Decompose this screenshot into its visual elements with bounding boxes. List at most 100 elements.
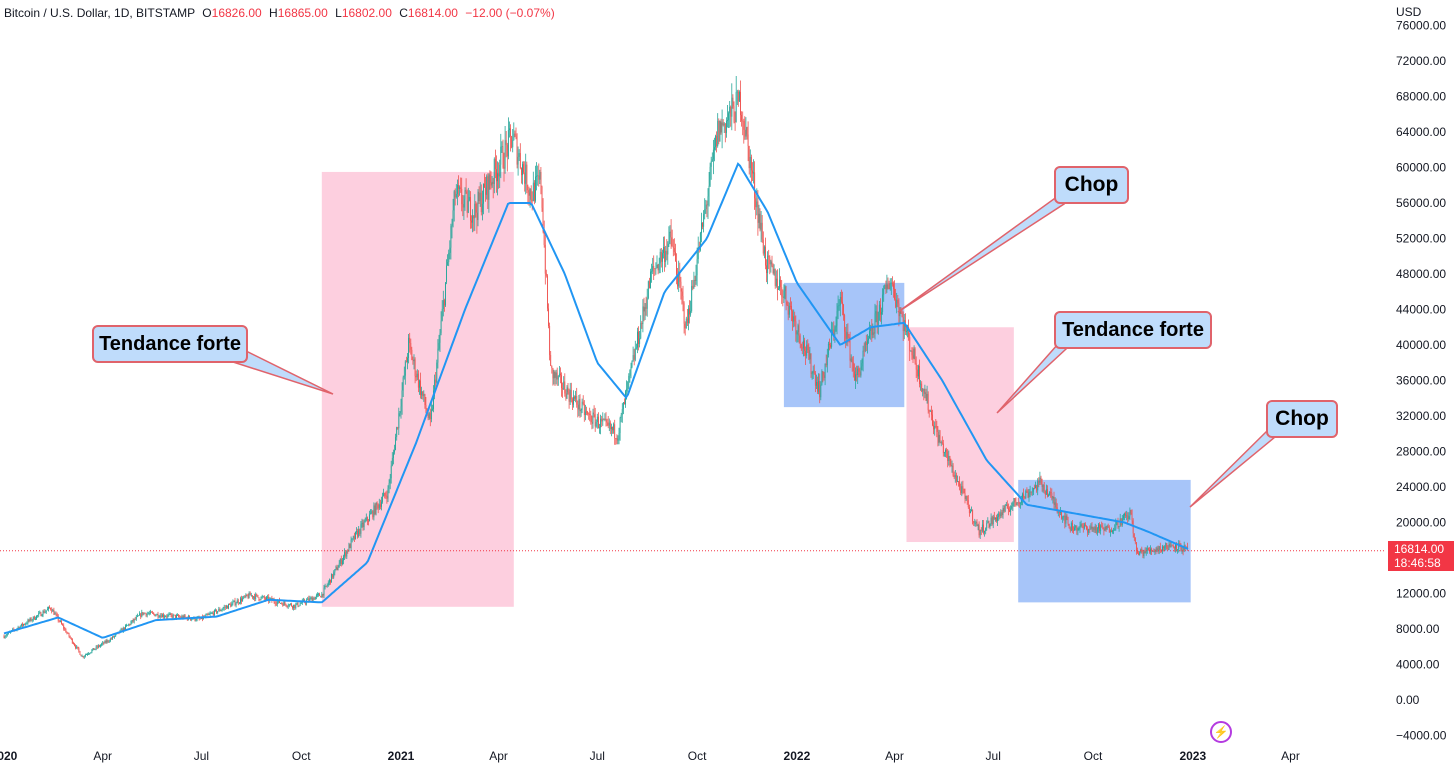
candle-body [1144, 551, 1146, 554]
candle-body [243, 596, 245, 599]
candle-body [477, 191, 479, 220]
candle-body [297, 602, 299, 607]
candle-body [1066, 515, 1068, 520]
candle-body [219, 609, 221, 611]
candle-body [948, 456, 950, 461]
x-tick-label: Jul [986, 749, 1001, 763]
candle-body [573, 396, 574, 405]
candle-body [966, 496, 968, 501]
candle-body [675, 251, 676, 262]
candle-body [865, 342, 867, 345]
candle-body [635, 347, 637, 349]
candle-body [207, 614, 209, 615]
candle-body [720, 121, 722, 133]
candle-body [184, 615, 186, 618]
lightning-icon[interactable]: ⚡ [1210, 721, 1232, 743]
candle-body [121, 629, 123, 632]
candle-body [900, 311, 902, 314]
candle-body [1025, 490, 1027, 498]
candle-body [750, 157, 752, 171]
candle-body [148, 613, 150, 614]
candle-body [351, 538, 353, 540]
candle-body [288, 604, 290, 606]
candle-body [554, 371, 556, 378]
candle-body [805, 351, 806, 356]
candle-body [616, 438, 618, 441]
candle-body [1041, 479, 1043, 487]
candle-body [492, 181, 494, 184]
candle-body [1132, 520, 1134, 534]
y-tick-label: 48000.00 [1396, 267, 1446, 281]
candle-body [97, 645, 99, 648]
candle-body [693, 280, 695, 289]
candle-body [643, 306, 645, 312]
candle-body [808, 350, 810, 360]
annotation-trend-1[interactable]: Tendance forte [92, 325, 248, 363]
candle-body [1018, 502, 1020, 504]
candle-body [299, 603, 301, 606]
candle-body [308, 598, 310, 601]
candle-body [368, 520, 369, 522]
candle-body [907, 329, 908, 332]
callout-pointer-2 [897, 194, 1066, 313]
candle-body [130, 622, 132, 625]
candle-body [513, 133, 515, 140]
candle-body [1168, 543, 1170, 550]
candle-body [1130, 509, 1132, 514]
candle-body [263, 596, 265, 599]
candle-body [211, 612, 213, 614]
candle-body [646, 298, 648, 309]
candle-body [270, 598, 272, 599]
candle-body [212, 612, 214, 616]
candle-body [719, 121, 721, 142]
candle-body [1021, 500, 1022, 503]
x-tick-label: Apr [93, 749, 112, 763]
candle-body [61, 621, 62, 624]
y-tick-label: 4000.00 [1396, 658, 1440, 672]
candle-body [493, 158, 495, 184]
candle-body [1163, 546, 1164, 548]
annotation-chop-1[interactable]: Chop [1054, 166, 1129, 204]
candle-body [265, 598, 266, 600]
candle-body [971, 509, 972, 512]
candle-body [1151, 548, 1153, 552]
annotation-chop-2[interactable]: Chop [1266, 400, 1338, 438]
candle-body [709, 166, 711, 186]
candle-body [618, 433, 620, 440]
candle-body [100, 645, 101, 647]
candle-body [452, 210, 454, 226]
x-tick-label: Jul [194, 749, 209, 763]
candle-body [857, 368, 859, 375]
candle-body [135, 616, 137, 620]
time-axis[interactable]: 2020 Apr Jul Oct 2021 Apr Jul Oct 2022 Apr Jul Oct 2… [0, 749, 1300, 763]
candle-body [992, 516, 994, 524]
candle-body [521, 167, 522, 176]
candle-body [1143, 551, 1145, 556]
candle-body [382, 496, 383, 502]
candle-body [237, 600, 239, 604]
candle-body [682, 296, 684, 304]
candle-body [65, 629, 67, 633]
candle-body [397, 427, 399, 429]
candle-body [323, 587, 325, 596]
candle-body [1068, 523, 1070, 529]
candle-body [1125, 513, 1126, 516]
candle-body [958, 481, 959, 482]
candle-body [494, 158, 496, 170]
candle-body [66, 632, 68, 634]
candle-body [75, 645, 76, 648]
candle-body [629, 369, 631, 376]
annotation-trend-2[interactable]: Tendance forte [1054, 311, 1212, 349]
candle-body [19, 626, 21, 629]
candle-body [578, 399, 580, 410]
candle-body [1109, 530, 1111, 533]
candle-body [283, 601, 285, 606]
candle-body [642, 306, 644, 325]
candle-body [669, 231, 671, 233]
candle-body [1113, 530, 1115, 531]
candle-body [1153, 550, 1155, 553]
candle-body [790, 305, 791, 307]
candle-body [153, 613, 155, 614]
